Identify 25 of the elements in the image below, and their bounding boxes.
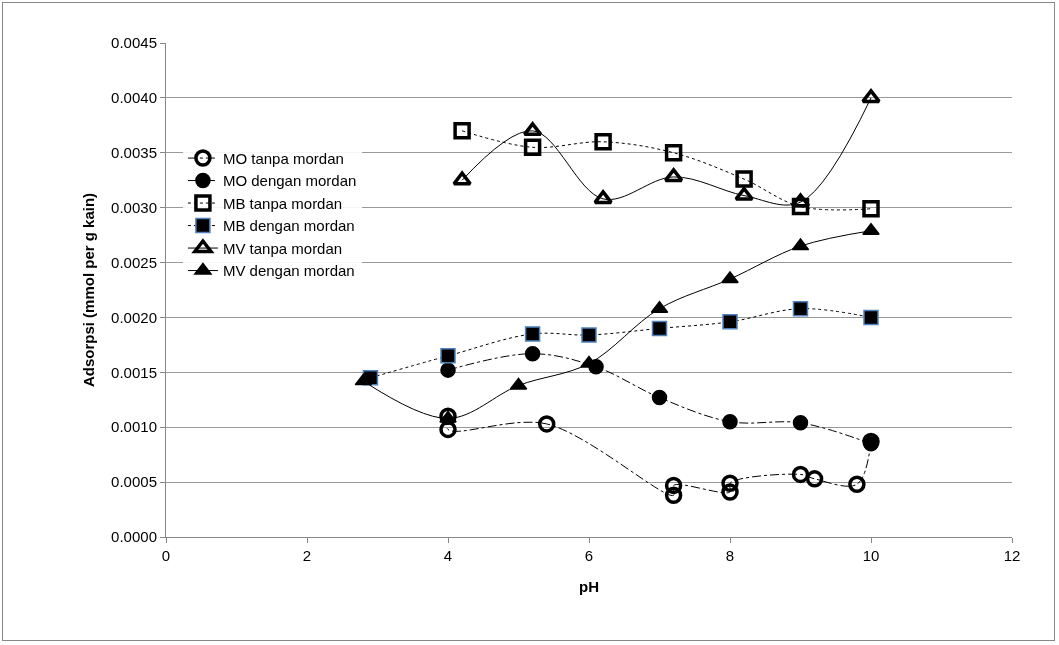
x-tick-label: 8 (725, 547, 735, 564)
y-tick-label: 0.0045 (111, 34, 157, 52)
y-tick-label: 0.0000 (111, 528, 157, 546)
y-tick-label: 0.0040 (111, 89, 157, 107)
x-tick-label: 12 (1003, 547, 1021, 564)
x-axis-title: pH (579, 578, 599, 595)
legend-label: MB dengan mordan (222, 217, 355, 235)
y-tick-label: 0.0015 (111, 363, 157, 381)
legend-label: MV tanpa mordan (222, 239, 343, 257)
y-tick-label: 0.0020 (111, 308, 157, 326)
x-tick-label: 0 (161, 547, 171, 564)
x-tick-label: 6 (584, 547, 594, 564)
legend-label: MV dengan mordan (222, 262, 355, 280)
x-tick-label: 10 (862, 547, 880, 564)
y-tick-label: 0.0010 (111, 418, 157, 436)
legend-label: MO dengan mordan (222, 172, 357, 190)
y-tick-label: 0.0005 (111, 473, 157, 491)
legend-label: MB tanpa mordan (222, 194, 343, 212)
y-tick-label: 0.0035 (111, 144, 157, 162)
y-tick-label: 0.0030 (111, 198, 157, 216)
legend-label: MO tanpa mordan (222, 149, 344, 167)
x-tick-label: 2 (302, 547, 312, 564)
y-tick-label: 0.0025 (111, 253, 157, 271)
y-axis-title: Adsorpsi (mmol per g kain) (80, 192, 98, 388)
x-tick-label: 4 (443, 547, 453, 564)
